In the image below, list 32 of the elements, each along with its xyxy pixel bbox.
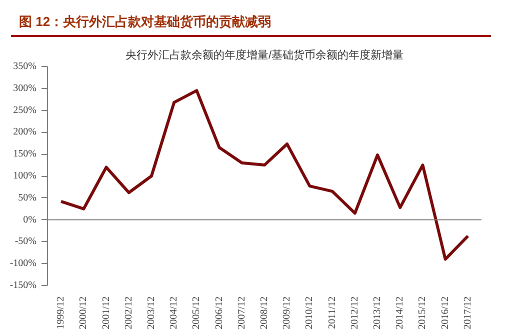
x-tick-label: 2005/12 bbox=[191, 296, 202, 330]
x-tick-label: 2004/12 bbox=[168, 296, 180, 330]
x-tick-label: 1999/12 bbox=[56, 296, 67, 330]
x-tick-label: 2017/12 bbox=[462, 296, 474, 330]
y-tick-label: 50% bbox=[18, 192, 37, 204]
y-tick-label: -100% bbox=[10, 258, 37, 270]
x-tick-label: 2007/12 bbox=[236, 296, 248, 330]
x-tick-label: 2008/12 bbox=[259, 296, 270, 330]
y-tick-label: 0% bbox=[23, 214, 37, 226]
chart-subtitle: 央行外汇占款余额的年度增量/基础货币余额的年度新增量 bbox=[125, 48, 404, 62]
x-tick-label: 2011/12 bbox=[326, 296, 338, 329]
x-tick-label: 2001/12 bbox=[100, 296, 112, 330]
y-tick-label: -150% bbox=[10, 280, 37, 291]
x-tick-label: 2012/12 bbox=[349, 296, 360, 330]
x-tick-label: 2014/12 bbox=[394, 296, 406, 330]
x-tick-label: 2006/12 bbox=[214, 296, 225, 330]
chart-title: 图 12：央行外汇占款对基础货币的贡献减弱 bbox=[19, 13, 272, 31]
y-tick-label: 250% bbox=[13, 104, 37, 116]
x-tick-label: 2002/12 bbox=[123, 296, 134, 330]
x-tick-label: 2013/12 bbox=[372, 296, 384, 330]
x-tick-label: 2009/12 bbox=[282, 296, 293, 330]
y-tick-label: 200% bbox=[13, 126, 37, 138]
y-tick-label: 100% bbox=[13, 170, 37, 182]
y-tick-label: 150% bbox=[13, 148, 37, 160]
x-tick-label: 2015/12 bbox=[417, 296, 428, 330]
x-tick-label: 2003/12 bbox=[146, 296, 157, 330]
x-tick-label: 2010/12 bbox=[304, 296, 316, 330]
x-tick-label: 2016/12 bbox=[440, 296, 451, 330]
y-tick-label: -50% bbox=[14, 236, 37, 248]
y-tick-label: 350% bbox=[13, 61, 37, 72]
y-tick-label: 300% bbox=[13, 82, 37, 94]
x-tick-label: 2000/12 bbox=[78, 296, 90, 330]
